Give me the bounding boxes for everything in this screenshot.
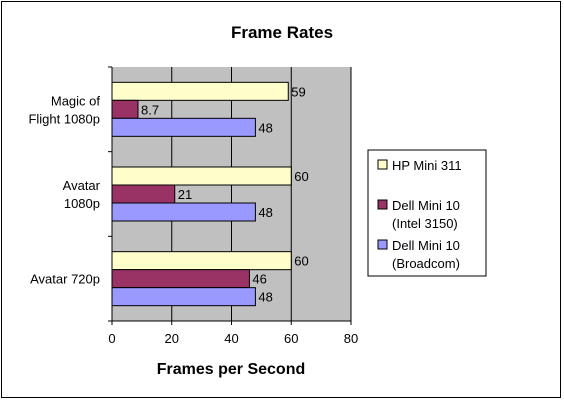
legend-label-line: Dell Mini 10 — [392, 198, 460, 213]
data-label: 48 — [258, 290, 272, 305]
x-tick-label: 0 — [108, 331, 115, 346]
category-label-line: Avatar — [63, 178, 101, 193]
legend-swatch — [377, 159, 388, 170]
category-label: Avatar 720p — [30, 272, 100, 287]
legend-label: Dell Mini 10 (Intel 3150) — [392, 198, 460, 231]
bar — [111, 117, 256, 137]
data-label: 8.7 — [141, 102, 159, 117]
data-label: 60 — [294, 254, 308, 269]
legend-swatch — [377, 199, 388, 210]
data-label: 48 — [258, 120, 272, 135]
data-label: 60 — [294, 169, 308, 184]
category-label-line: Avatar 720p — [30, 272, 100, 287]
legend-swatch — [377, 239, 388, 250]
legend-label-line: (Intel 3150) — [392, 216, 458, 231]
bar — [111, 99, 139, 119]
legend-label: Dell Mini 10 (Broadcom) — [392, 238, 460, 271]
category-label: Avatar 1080p — [63, 178, 101, 211]
x-tick-label: 40 — [224, 331, 238, 346]
category-label-line: Magic of — [51, 93, 101, 108]
bar — [111, 81, 289, 101]
data-label: 48 — [258, 205, 272, 220]
plot-area: 0 20 40 60 80 Magic of Flight 1080p 59 8.7 48 Avat… — [28, 66, 358, 346]
x-tick-label: 80 — [344, 331, 358, 346]
chart-title: Frame Rates — [231, 23, 333, 42]
data-label: 59 — [291, 84, 305, 99]
bar — [111, 287, 256, 307]
bar — [111, 269, 250, 289]
legend-label-line: HP Mini 311 — [392, 158, 462, 173]
bar — [111, 202, 256, 222]
legend-label-line: Dell Mini 10 — [392, 238, 460, 253]
data-label: 46 — [252, 272, 266, 287]
x-tick-label: 20 — [165, 331, 179, 346]
bar — [111, 251, 292, 271]
category-label-line: 1080p — [64, 196, 100, 211]
bar — [111, 166, 292, 186]
x-tick-label: 60 — [284, 331, 298, 346]
legend-label-line: (Broadcom) — [392, 256, 460, 271]
bar — [111, 184, 176, 204]
x-axis-title: Frames per Second — [157, 361, 306, 378]
category-label-line: Flight 1080p — [28, 111, 100, 126]
legend-box — [367, 149, 487, 277]
data-label: 21 — [178, 187, 192, 202]
legend-label: HP Mini 311 — [392, 158, 462, 173]
category-label: Magic of Flight 1080p — [28, 93, 100, 126]
